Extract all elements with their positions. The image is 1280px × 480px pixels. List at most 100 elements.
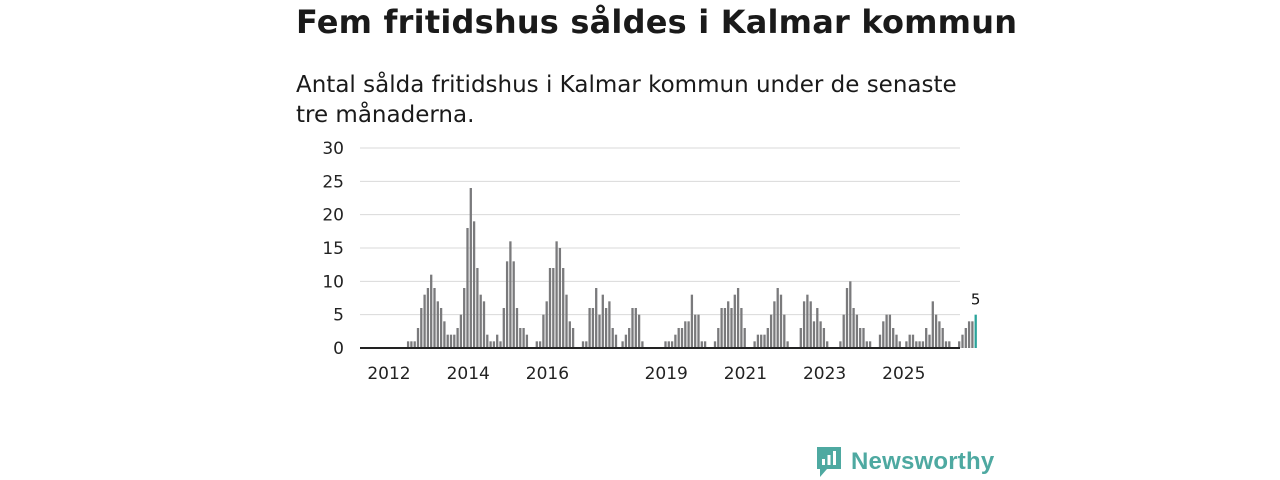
bar bbox=[690, 294, 694, 348]
bar bbox=[601, 294, 604, 348]
bar bbox=[469, 188, 472, 348]
bar bbox=[687, 321, 690, 348]
bar bbox=[753, 341, 756, 348]
y-axis-tick-labels: 0 5 10 15 20 25 30 bbox=[322, 139, 344, 359]
bar bbox=[463, 288, 466, 348]
bar bbox=[459, 314, 463, 348]
bar bbox=[499, 341, 502, 348]
bar bbox=[743, 328, 746, 348]
bar bbox=[416, 328, 420, 348]
bar bbox=[878, 334, 882, 348]
bar bbox=[634, 308, 637, 348]
bar bbox=[868, 341, 872, 348]
bar bbox=[703, 341, 707, 348]
y-tick-label: 15 bbox=[322, 239, 344, 259]
bar bbox=[548, 268, 552, 348]
brand-name: Newsworthy bbox=[851, 448, 995, 475]
bar bbox=[717, 328, 720, 348]
bar bbox=[538, 341, 542, 348]
bar bbox=[971, 321, 974, 348]
bar bbox=[674, 334, 677, 348]
bar bbox=[621, 341, 624, 348]
y-tick-label: 10 bbox=[322, 272, 344, 292]
chart-subtitle: Antal sålda fritidshus i Kalmar kommun u… bbox=[296, 72, 957, 128]
bar bbox=[670, 341, 674, 348]
bar bbox=[496, 334, 499, 348]
bar bbox=[921, 341, 925, 348]
bar bbox=[436, 301, 439, 348]
bar bbox=[839, 341, 842, 348]
bar bbox=[892, 328, 895, 348]
x-tick-label: 2023 bbox=[803, 364, 846, 384]
bar bbox=[413, 341, 416, 348]
bar bbox=[562, 268, 565, 348]
bar bbox=[628, 328, 631, 348]
bar bbox=[967, 321, 971, 348]
bar bbox=[476, 268, 479, 348]
bar bbox=[558, 248, 562, 348]
bar bbox=[862, 328, 865, 348]
bar bbox=[819, 321, 822, 348]
y-tick-label: 20 bbox=[322, 206, 344, 226]
bar bbox=[466, 228, 469, 348]
bar bbox=[809, 301, 812, 348]
bar bbox=[565, 294, 568, 348]
bar bbox=[812, 321, 816, 348]
bar bbox=[624, 334, 628, 348]
bar-chart-speech-bubble-icon bbox=[817, 447, 841, 477]
bar bbox=[720, 308, 723, 348]
bar bbox=[895, 334, 898, 348]
bar bbox=[908, 334, 911, 348]
x-tick-label: 2021 bbox=[724, 364, 767, 384]
bar bbox=[826, 341, 829, 348]
bar bbox=[740, 308, 743, 348]
bar bbox=[882, 321, 885, 348]
bar bbox=[730, 308, 733, 348]
bar bbox=[505, 261, 509, 348]
bar bbox=[928, 334, 931, 348]
bar bbox=[925, 328, 928, 348]
bar bbox=[898, 341, 901, 348]
bar bbox=[822, 328, 826, 348]
chart-title: Fem fritidshus såldes i Kalmar kommun bbox=[296, 3, 1018, 41]
bar bbox=[964, 328, 967, 348]
bar bbox=[713, 341, 717, 348]
bar bbox=[849, 281, 852, 348]
bar bbox=[439, 308, 443, 348]
bar bbox=[769, 314, 773, 348]
bar bbox=[958, 341, 961, 348]
bar bbox=[595, 288, 598, 348]
bar bbox=[845, 288, 849, 348]
x-tick-label: 2019 bbox=[645, 364, 688, 384]
bar bbox=[723, 308, 727, 348]
bar bbox=[482, 301, 486, 348]
bar-highlighted bbox=[974, 314, 977, 348]
bar bbox=[773, 301, 776, 348]
bar bbox=[779, 294, 783, 348]
bar bbox=[816, 308, 819, 348]
bar bbox=[545, 301, 548, 348]
bar bbox=[535, 341, 538, 348]
bar bbox=[756, 334, 760, 348]
bar bbox=[552, 268, 555, 348]
newsworthy-logo: Newsworthy bbox=[815, 445, 994, 479]
bar bbox=[492, 341, 496, 348]
bar bbox=[911, 334, 915, 348]
gridlines bbox=[360, 147, 960, 316]
bar bbox=[684, 321, 687, 348]
bar bbox=[806, 294, 809, 348]
bar bbox=[677, 328, 680, 348]
bar bbox=[700, 341, 703, 348]
bar bbox=[443, 321, 446, 348]
bar bbox=[842, 314, 845, 348]
bar bbox=[449, 334, 453, 348]
bar bbox=[802, 301, 806, 348]
bar bbox=[426, 288, 430, 348]
bar bbox=[453, 334, 456, 348]
bar bbox=[905, 341, 908, 348]
bar bbox=[888, 314, 892, 348]
bar bbox=[525, 334, 529, 348]
bar bbox=[502, 308, 505, 348]
bar bbox=[776, 288, 779, 348]
